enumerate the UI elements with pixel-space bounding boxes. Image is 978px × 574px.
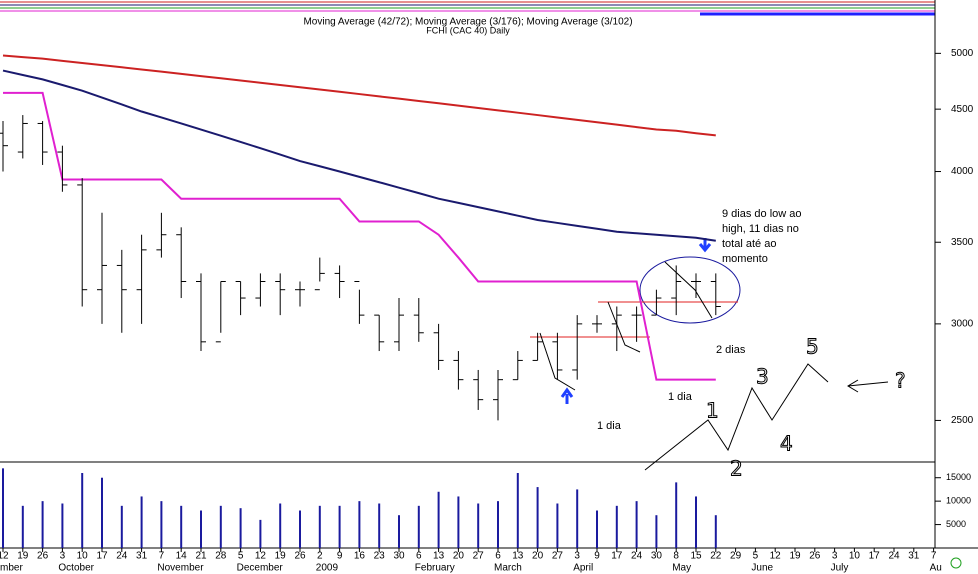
x-tick-label: 12 [255, 551, 267, 562]
x-tick-label: 10 [77, 551, 89, 562]
wave-label: 2 [730, 457, 743, 481]
x-tick-label: 21 [195, 551, 207, 562]
x-tick-label: 17 [611, 551, 623, 562]
note-line: high, 11 dias no [722, 223, 799, 235]
circle-mark [639, 256, 741, 324]
x-tick-label: 17 [869, 551, 881, 562]
y2-tick-label: 15000 [946, 472, 971, 482]
x-tick-label: 9 [337, 551, 343, 562]
x-tick-label: 19 [17, 551, 29, 562]
month-label: April [573, 563, 593, 574]
hand-arrow [847, 379, 889, 393]
x-tick-label: 19 [789, 551, 801, 562]
x-tick-label: 3 [832, 551, 838, 562]
moving-average-line [2, 54, 716, 137]
note: 1 dia [597, 420, 622, 432]
x-tick-label: 10 [849, 551, 861, 562]
x-tick-label: 27 [473, 551, 485, 562]
x-tick-label: 24 [888, 551, 900, 562]
wave-label: 3 [756, 365, 769, 389]
month-label: Au [930, 563, 942, 574]
note: 1 dia [668, 391, 693, 403]
x-tick-label: 20 [532, 551, 544, 562]
annotations: 9 dias do low ao high, 11 dias no total … [530, 208, 962, 569]
wave-label: 5 [806, 335, 819, 359]
x-tick-label: 9 [594, 551, 600, 562]
note: 2 dias [716, 344, 746, 356]
note-line: 9 dias do low ao [722, 208, 802, 220]
wave-label: 4 [780, 432, 793, 456]
y-tick-label: 3500 [951, 237, 974, 248]
month-label: May [672, 563, 691, 574]
wave-sketch [644, 363, 829, 471]
blue-arrow [560, 387, 574, 404]
x-tick-label: 23 [374, 551, 386, 562]
x-tick-label: 14 [176, 551, 188, 562]
y2-tick-label: 5000 [946, 519, 966, 529]
month-label: mber [0, 563, 23, 574]
x-tick-label: 30 [393, 551, 405, 562]
x-tick-label: 22 [710, 551, 722, 562]
x-tick-label: 13 [433, 551, 445, 562]
x-tick-label: 8 [673, 551, 679, 562]
note-line: momento [722, 253, 768, 265]
month-label: March [494, 563, 522, 574]
x-tick-label: 24 [116, 551, 128, 562]
x-tick-label: 24 [631, 551, 643, 562]
x-tick-label: 26 [809, 551, 821, 562]
month-label: July [831, 563, 849, 574]
x-tick-label: 12 [0, 551, 9, 562]
x-tick-label: 13 [512, 551, 524, 562]
x-tick-label: 31 [136, 551, 148, 562]
x-tick-label: 26 [294, 551, 306, 562]
x-tick-label: 5 [238, 551, 244, 562]
month-label: November [157, 563, 204, 574]
x-tick-label: 15 [690, 551, 702, 562]
legend-text: Moving Average (42/72); Moving Average (… [303, 17, 632, 28]
x-tick-label: 7 [159, 551, 165, 562]
x-tick-label: 2 [317, 551, 323, 562]
x-tick-label: 3 [60, 551, 66, 562]
x-tick-label: 30 [651, 551, 663, 562]
x-tick-label: 5 [753, 551, 759, 562]
x-tick-label: 27 [552, 551, 564, 562]
x-tick-label: 28 [215, 551, 227, 562]
symbol-text: FCHI (CAC 40) Daily [426, 25, 510, 35]
x-tick-label: 7 [931, 551, 937, 562]
wave-label: 1 [706, 399, 719, 423]
x-tick-label: 19 [275, 551, 287, 562]
month-label: December [237, 563, 284, 574]
y-tick-label: 2500 [951, 415, 974, 426]
x-tick-label: 6 [416, 551, 422, 562]
x-tick-label: 16 [354, 551, 366, 562]
header-lines [0, 1, 935, 16]
x-tick-label: 29 [730, 551, 742, 562]
y-tick-label: 4500 [951, 104, 974, 115]
month-label: February [415, 563, 455, 574]
y-tick-label: 4000 [951, 166, 974, 177]
question-mark: ? [895, 369, 906, 393]
x-tick-label: 20 [453, 551, 465, 562]
moving-average-line [2, 69, 716, 242]
x-tick-label: 6 [495, 551, 501, 562]
x-tick-label: 3 [574, 551, 580, 562]
y-tick-label: 3000 [951, 319, 974, 330]
y-tick-label: 5000 [951, 48, 974, 59]
y2-tick-label: 10000 [946, 496, 971, 506]
hand-stroke [539, 261, 713, 391]
x-tick-label: 26 [37, 551, 49, 562]
month-label: June [751, 563, 773, 574]
note-line: total até ao [722, 238, 776, 250]
x-tick-label: 12 [770, 551, 782, 562]
x-tick-label: 17 [96, 551, 108, 562]
moving-average-line [3, 91, 716, 381]
smiley-icon [950, 557, 962, 569]
month-label: October [58, 563, 94, 574]
month-label: 2009 [316, 563, 339, 574]
x-tick-label: 31 [908, 551, 920, 562]
